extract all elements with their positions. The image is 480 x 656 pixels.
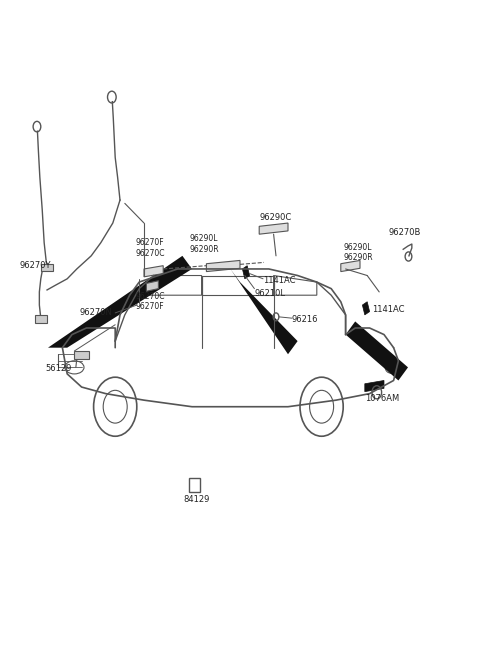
Polygon shape	[346, 321, 408, 380]
Bar	[41, 264, 53, 271]
Bar	[74, 351, 89, 359]
Bar	[35, 315, 47, 323]
Text: 96290C: 96290C	[259, 213, 291, 222]
Polygon shape	[230, 269, 298, 354]
Polygon shape	[146, 281, 158, 291]
Text: 56129: 56129	[46, 364, 72, 373]
Polygon shape	[365, 380, 384, 392]
Text: 96290L
96290R: 96290L 96290R	[343, 243, 373, 262]
Text: 96270N: 96270N	[79, 308, 112, 318]
Text: 1141AC: 1141AC	[263, 276, 296, 285]
Polygon shape	[341, 260, 360, 272]
Polygon shape	[48, 256, 192, 348]
Text: 96270F
96270C: 96270F 96270C	[136, 238, 165, 258]
Text: 1141AC: 1141AC	[372, 305, 405, 314]
Text: 96270C
96270F: 96270C 96270F	[136, 292, 165, 312]
Text: 96270B: 96270B	[389, 228, 421, 237]
Polygon shape	[362, 302, 370, 315]
Polygon shape	[144, 266, 163, 277]
Bar	[189, 478, 200, 492]
Text: 1076AM: 1076AM	[365, 394, 399, 403]
Text: 84129: 84129	[183, 495, 210, 504]
Text: 96270Y: 96270Y	[19, 261, 51, 270]
Polygon shape	[259, 223, 288, 234]
Text: 96290L
96290R: 96290L 96290R	[190, 234, 219, 254]
Text: 96210L: 96210L	[254, 289, 286, 298]
Text: 96216: 96216	[292, 315, 318, 324]
Polygon shape	[242, 266, 250, 279]
Polygon shape	[206, 260, 240, 272]
